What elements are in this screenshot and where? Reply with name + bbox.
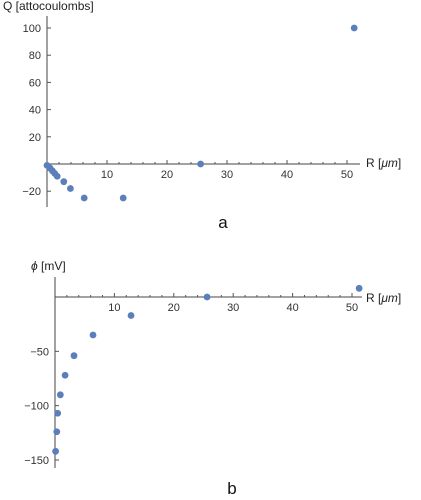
panel-a-y-tick-label: 40 — [29, 105, 41, 117]
panel-a-y-tick-label: 20 — [29, 132, 41, 144]
panel-b-y-tick-label: −50 — [30, 346, 49, 358]
panel-a-x-tick-label: 10 — [101, 169, 113, 181]
panel-a-y-tick-label: 60 — [29, 77, 41, 89]
panel-b-data-point — [53, 428, 61, 436]
panel-a-y-tick-label: −20 — [22, 186, 41, 198]
panel-b-y-tick-label: −150 — [24, 455, 49, 467]
panel-a-y-tick-label: 80 — [29, 50, 41, 62]
panel-b-x-tick-label: 30 — [227, 302, 239, 314]
panel-b-data-point — [52, 447, 59, 455]
panel-a-data-point — [119, 194, 127, 202]
panel-b-data-point — [127, 312, 135, 319]
panel-a-data-point — [53, 172, 61, 180]
panel-a-data-point — [350, 24, 358, 32]
panel-b-y-axis-title: ϕ [mV] — [31, 259, 66, 273]
panel-b-ticks: 10 20 30 40 50 −150 −100 −50 — [24, 293, 358, 467]
panel-a-x-tick-label: 20 — [161, 169, 173, 181]
panel-b-y-tick-label: −100 — [24, 401, 49, 413]
panel-b-x-tick-label: 20 — [168, 302, 180, 314]
panel-a-x-axis-title: R [μm] — [366, 156, 401, 170]
panel-a-ticks: 10 20 30 40 50 −20 20 40 60 80 100 — [22, 23, 353, 198]
panel-b-x-tick-label: 40 — [286, 302, 298, 314]
panel-a-x-tick-label: 50 — [341, 169, 353, 181]
panel-a-y-axis-title: Q [attocoulombs] — [3, 0, 94, 13]
panel-a-points — [43, 24, 358, 202]
panel-b-data-point — [70, 352, 78, 360]
panel-a-y-tick-label: 100 — [23, 23, 41, 35]
panel-b-label: b — [227, 479, 236, 498]
panel-a-label: a — [218, 213, 228, 232]
panel-a-data-point — [80, 194, 88, 202]
panel-b-points — [52, 284, 363, 455]
panel-a-data-point — [197, 160, 205, 168]
panel-b: 10 20 30 40 50 −150 −100 −50 ϕ [mV] R [μm] b — [24, 259, 401, 498]
panel-b-data-point — [355, 284, 363, 292]
panel-a-data-point — [67, 185, 74, 192]
panel-b-x-tick-label: 50 — [346, 302, 358, 314]
panel-a-x-tick-label: 40 — [281, 169, 293, 181]
panel-b-x-axis-title: R [μm] — [366, 291, 401, 305]
panel-a-data-point — [60, 178, 68, 186]
panel-b-data-point — [203, 293, 211, 301]
panel-a: 10 20 30 40 50 −20 20 40 60 80 100 Q [attocoulombs… — [3, 0, 401, 232]
panel-a-x-tick-label: 30 — [221, 169, 233, 181]
panel-b-x-tick-label: 10 — [108, 302, 120, 314]
panel-b-data-point — [61, 371, 69, 379]
panel-b-data-point — [56, 391, 64, 399]
panel-b-data-point — [54, 409, 62, 417]
panel-b-data-point — [89, 331, 97, 339]
